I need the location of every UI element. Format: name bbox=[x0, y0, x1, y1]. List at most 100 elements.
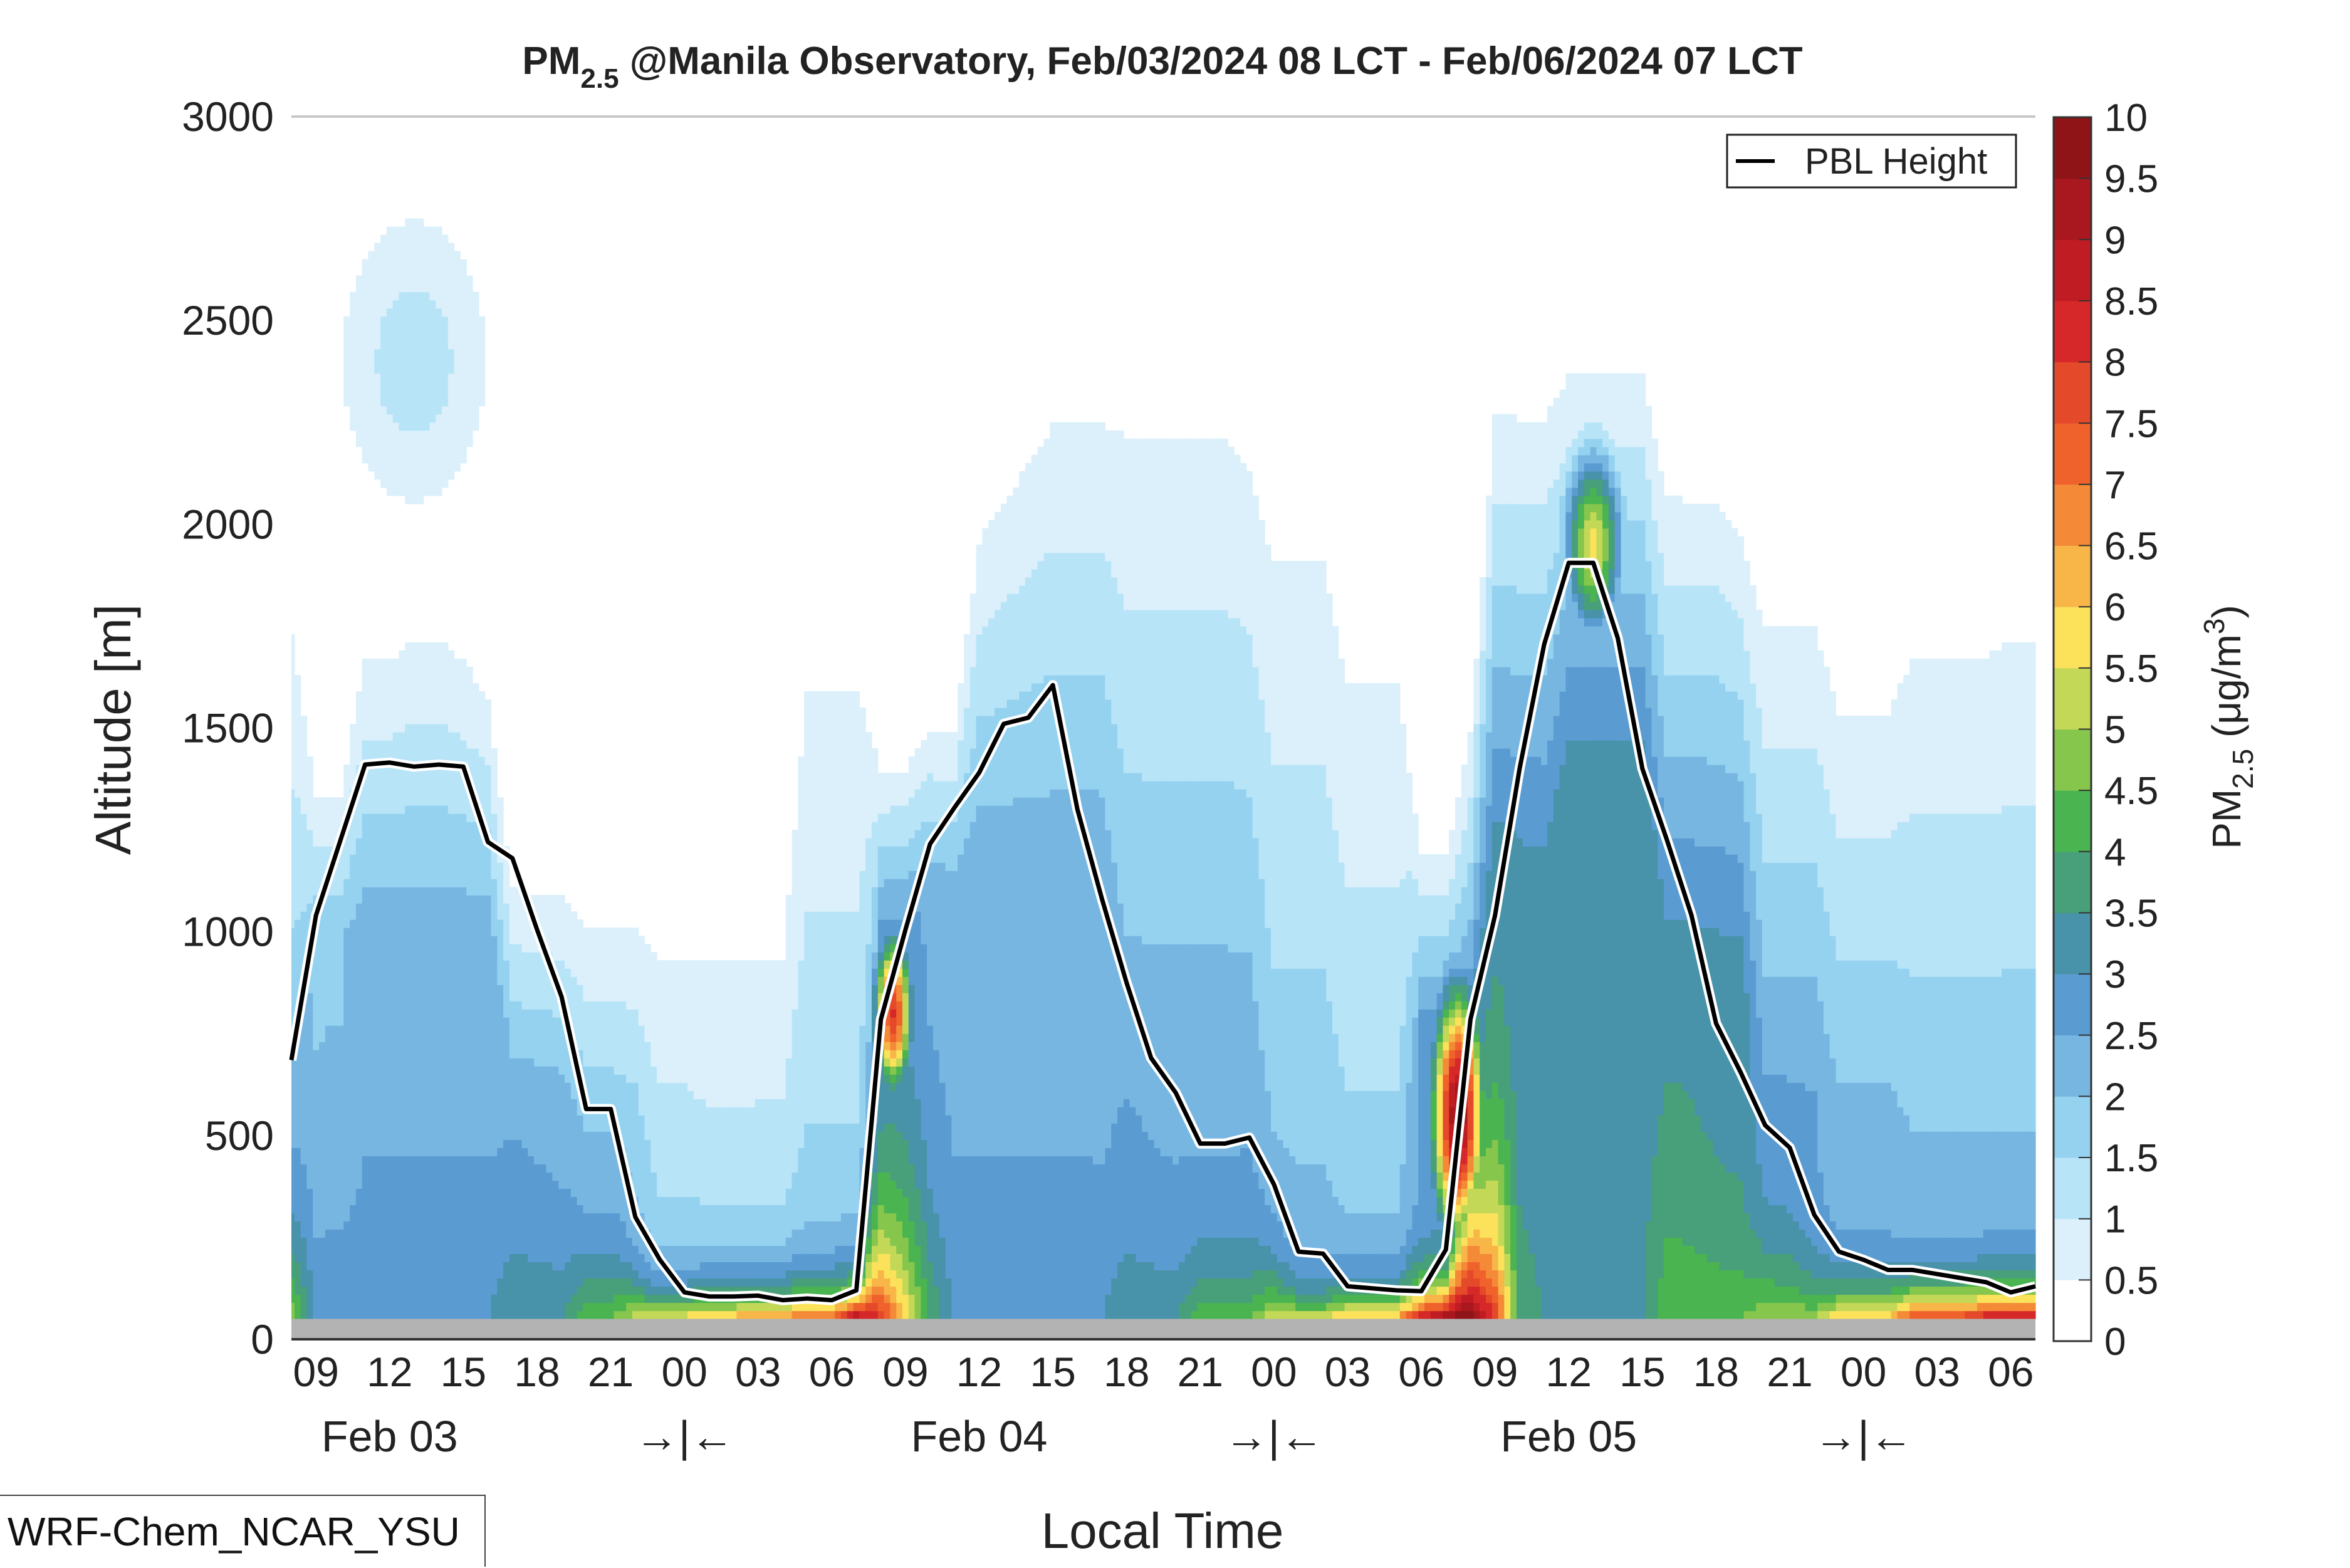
contour-cell bbox=[1866, 1229, 1873, 1262]
contour-cell bbox=[1486, 1147, 1493, 1181]
contour-cell bbox=[890, 919, 897, 936]
contour-cell bbox=[473, 748, 479, 822]
contour-cell bbox=[1559, 389, 1566, 464]
contour-cell bbox=[1658, 879, 1664, 1116]
contour-cell bbox=[1265, 1270, 1272, 1287]
contour-cell bbox=[1228, 1278, 1235, 1304]
contour-cell bbox=[927, 862, 934, 1026]
contour-cell bbox=[1172, 944, 1179, 1164]
contour-cell bbox=[1645, 1221, 1653, 1320]
contour-cell bbox=[730, 1205, 737, 1246]
contour-cell bbox=[1879, 1278, 1886, 1295]
contour-cell bbox=[429, 422, 436, 496]
contour-cell bbox=[847, 1123, 854, 1213]
contour-cell bbox=[380, 887, 387, 1156]
contour-cell bbox=[1338, 1286, 1345, 1295]
contour-cell bbox=[1031, 797, 1038, 1156]
contour-cell bbox=[804, 1221, 811, 1254]
contour-cell bbox=[1234, 789, 1241, 953]
contour-cell bbox=[743, 1245, 749, 1262]
contour-cell bbox=[1271, 1131, 1278, 1213]
contour-cell bbox=[1676, 756, 1683, 839]
contour-cell bbox=[380, 813, 387, 887]
contour-cell bbox=[1921, 1237, 1929, 1262]
contour-cell bbox=[835, 1245, 842, 1262]
contour-cell bbox=[1283, 1302, 1290, 1312]
contour-cell bbox=[2032, 968, 2036, 1132]
contour-cell bbox=[1449, 976, 1456, 985]
contour-cell bbox=[1295, 1278, 1302, 1295]
contour-cell bbox=[1480, 862, 1486, 928]
contour-cell bbox=[1363, 887, 1370, 1091]
contour-cell bbox=[773, 1310, 780, 1320]
contour-cell bbox=[1486, 577, 1493, 659]
contour-cell bbox=[755, 1205, 762, 1246]
contour-cell bbox=[706, 1205, 713, 1246]
contour-cell bbox=[1430, 1139, 1438, 1173]
contour-cell bbox=[1271, 765, 1278, 969]
contour-cell bbox=[706, 960, 713, 1107]
contour-cell bbox=[1517, 675, 1523, 757]
contour-cell bbox=[1461, 1164, 1468, 1173]
date-label: →|← bbox=[1814, 1412, 1913, 1461]
contour-cell bbox=[521, 952, 528, 1010]
contour-cell bbox=[491, 748, 498, 814]
contour-cell bbox=[1000, 503, 1008, 602]
contour-cell bbox=[1491, 1286, 1499, 1304]
contour-cell bbox=[1283, 1262, 1290, 1287]
contour-cell bbox=[1688, 503, 1695, 586]
contour-cell bbox=[1965, 1237, 1971, 1262]
contour-cell bbox=[908, 911, 916, 985]
contour-cell bbox=[1725, 854, 1732, 936]
contour-cell bbox=[1676, 585, 1683, 676]
contour-cell bbox=[1921, 1286, 1929, 1295]
contour-cell bbox=[1443, 1253, 1449, 1270]
contour-cell bbox=[872, 748, 879, 822]
contour-cell bbox=[601, 1001, 608, 1067]
contour-cell bbox=[620, 928, 627, 1001]
contour-cell bbox=[1958, 1302, 1965, 1312]
contour-cell bbox=[995, 805, 1001, 1156]
contour-cell bbox=[1436, 1156, 1443, 1173]
contour-cell bbox=[1037, 1156, 1044, 1319]
contour-cell bbox=[1148, 609, 1155, 781]
contour-cell bbox=[1989, 1270, 1996, 1278]
contour-cell bbox=[1608, 593, 1616, 602]
contour-cell bbox=[1234, 454, 1241, 619]
contour-cell bbox=[350, 291, 357, 431]
contour-cell bbox=[1369, 887, 1376, 1091]
contour-cell bbox=[650, 1294, 657, 1304]
contour-cell bbox=[1866, 716, 1873, 839]
contour-cell bbox=[1891, 830, 1898, 961]
contour-cell bbox=[614, 1310, 620, 1320]
contour-cell bbox=[1455, 952, 1462, 969]
contour-cell bbox=[1762, 1196, 1769, 1254]
contour-cell bbox=[620, 1294, 627, 1312]
contour-cell bbox=[1191, 944, 1198, 1156]
contour-cell bbox=[1860, 960, 1867, 1083]
contour-cell bbox=[1363, 1294, 1370, 1304]
contour-cell bbox=[497, 919, 504, 985]
contour-cell bbox=[1068, 789, 1075, 1156]
contour-cell bbox=[921, 1139, 927, 1221]
contour-cell bbox=[1461, 976, 1468, 985]
contour-cell bbox=[411, 1156, 418, 1319]
contour-cell bbox=[791, 1229, 798, 1254]
contour-cell bbox=[1965, 1294, 1971, 1304]
contour-cell bbox=[1148, 1262, 1155, 1319]
contour-cell bbox=[2013, 1253, 2021, 1270]
contour-cell bbox=[1799, 748, 1806, 863]
contour-cell bbox=[699, 960, 707, 1099]
x-tick-label: 12 bbox=[1546, 1349, 1592, 1395]
contour-cell bbox=[1584, 609, 1591, 619]
contour-cell bbox=[761, 1262, 768, 1278]
contour-cell bbox=[933, 1213, 940, 1287]
contour-cell bbox=[638, 1253, 645, 1278]
contour-cell bbox=[1449, 1001, 1456, 1010]
contour-cell bbox=[890, 805, 897, 847]
contour-cell bbox=[1921, 1294, 1929, 1304]
contour-cell bbox=[1572, 520, 1579, 570]
contour-cell bbox=[1706, 675, 1714, 765]
contour-cell bbox=[1946, 658, 1953, 814]
contour-cell bbox=[1019, 585, 1026, 692]
